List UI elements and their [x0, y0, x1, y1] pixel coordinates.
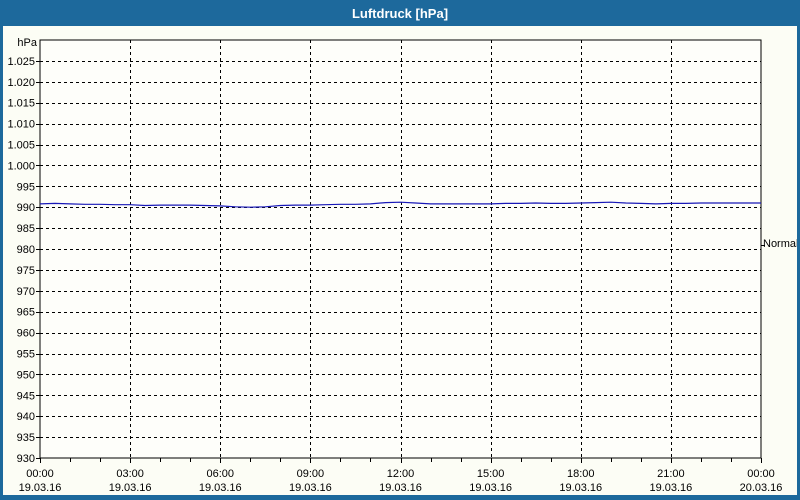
y-tick-label: 975	[17, 265, 35, 277]
x-tick-date-label: 19.03.16	[109, 482, 152, 494]
y-tick-label: 1.010	[7, 119, 35, 131]
x-tick-time-label: 00:00	[26, 468, 54, 480]
y-tick-label: 990	[17, 202, 35, 214]
plot-frame	[39, 39, 762, 459]
pressure-chart: 1.025 1.020 1.015 1.010 1.005 1.000 995 990 985 9…	[7, 39, 783, 494]
x-tick-date-label: 19.03.16	[379, 482, 422, 494]
x-tick-date-label: 19.03.16	[649, 482, 692, 494]
window-title-bar: Luftdruck [hPa]	[3, 0, 797, 26]
x-tick-date-label: 20.03.16	[740, 482, 783, 494]
y-tick-label: 1.020	[7, 77, 35, 89]
y-tick-label: 985	[17, 223, 35, 235]
normal-annotation-label: Normal	[763, 238, 799, 250]
x-tick-time-label: 12:00	[387, 468, 415, 480]
y-tick-label: 935	[17, 432, 35, 444]
x-tick-date-label: 19.03.16	[559, 482, 602, 494]
x-tick-date-label: 19.03.16	[289, 482, 332, 494]
x-tick-time-label: 09:00	[297, 468, 325, 480]
y-tick-label: 930	[17, 453, 35, 465]
x-tick-time-label: 21:00	[657, 468, 685, 480]
y-tick-label: 965	[17, 307, 35, 319]
y-tick-label: 980	[17, 244, 35, 256]
x-tick-date-label: 19.03.16	[19, 482, 62, 494]
y-tick-label: 945	[17, 390, 35, 402]
x-tick-date-label: 19.03.16	[469, 482, 512, 494]
x-tick-time-label: 03:00	[116, 468, 144, 480]
pressure-line	[39, 201, 761, 208]
y-tick-label: 1.015	[7, 98, 35, 110]
x-tick-time-label: 00:00	[747, 468, 775, 480]
y-tick-label: 970	[17, 286, 35, 298]
window-title: Luftdruck [hPa]	[351, 5, 449, 21]
x-tick-time-label: 15:00	[477, 468, 505, 480]
x-tick-time-label: 18:00	[567, 468, 595, 480]
y-tick-label: 955	[17, 349, 35, 361]
y-tick-label: 1.025	[7, 56, 35, 68]
y-tick-label: 950	[17, 369, 35, 381]
y-tick-label: 1.000	[7, 160, 35, 172]
x-tick-time-label: 06:00	[206, 468, 234, 480]
y-axis-unit-label: hPa	[17, 37, 37, 49]
y-tick-label: 940	[17, 411, 35, 423]
y-tick-label: 960	[17, 328, 35, 340]
y-tick-label: 1.005	[7, 140, 35, 152]
x-tick-date-label: 19.03.16	[199, 482, 242, 494]
chart-area: 1.025 1.020 1.015 1.010 1.005 1.000 995 990 985 9…	[3, 26, 797, 495]
y-tick-label: 995	[17, 181, 35, 193]
